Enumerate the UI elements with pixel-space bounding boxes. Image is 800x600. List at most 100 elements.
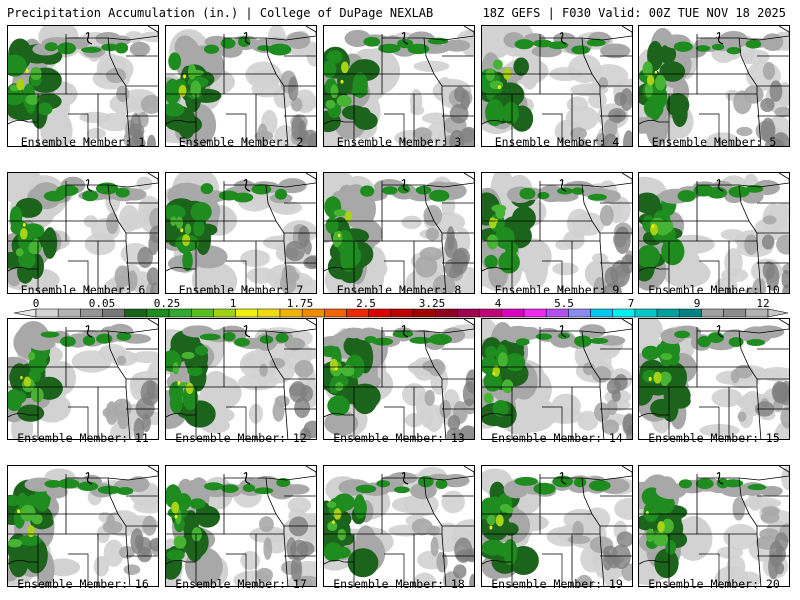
precipitation-field bbox=[8, 319, 158, 439]
colorbar-swatch bbox=[80, 308, 103, 318]
ensemble-member-map bbox=[165, 318, 317, 440]
ensemble-member-label: Ensemble Member: 13 bbox=[333, 431, 465, 445]
colorbar-swatch bbox=[412, 308, 436, 318]
colorbar-swatch bbox=[590, 308, 613, 318]
colorbar-tick-label: 9 bbox=[693, 297, 701, 310]
colorbar-swatch bbox=[213, 308, 236, 318]
colorbar-swatch bbox=[235, 308, 259, 318]
ensemble-member-label: Ensemble Member: 11 bbox=[17, 431, 149, 445]
precipitation-field bbox=[482, 26, 632, 146]
ensemble-member-label: Ensemble Member: 3 bbox=[336, 135, 462, 149]
colorbar-swatch bbox=[124, 308, 148, 318]
colorbar-tick-label: 4 bbox=[494, 297, 502, 310]
ensemble-member-map bbox=[638, 465, 790, 587]
ensemble-member-label: Ensemble Member: 14 bbox=[491, 431, 623, 445]
ensemble-member-label: Ensemble Member: 17 bbox=[175, 577, 307, 591]
map-title: Precipitation Accumulation (in.) | Colle… bbox=[7, 6, 434, 20]
precipitation-field bbox=[324, 26, 474, 146]
colorbar-swatch bbox=[102, 308, 125, 318]
colorbar-tick-label: 5.5 bbox=[554, 297, 574, 310]
colorbar-tick-label: 0.25 bbox=[153, 297, 181, 310]
colorbar-tick-label: 3.25 bbox=[418, 297, 446, 310]
precipitation-colorbar bbox=[13, 308, 789, 318]
precipitation-field bbox=[639, 26, 789, 146]
colorbar-tick-label: 2.5 bbox=[356, 297, 376, 310]
ensemble-member-map bbox=[165, 172, 317, 294]
precipitation-field bbox=[324, 466, 474, 586]
ensemble-member-map bbox=[638, 172, 790, 294]
ensemble-member-map bbox=[165, 465, 317, 587]
ensemble-member-label: Ensemble Member: 8 bbox=[336, 283, 462, 297]
ensemble-member-label: Ensemble Member: 20 bbox=[648, 577, 780, 591]
colorbar-swatch bbox=[479, 308, 503, 318]
ensemble-member-label: Ensemble Member: 10 bbox=[648, 283, 780, 297]
ensemble-member-label: Ensemble Member: 12 bbox=[175, 431, 307, 445]
colorbar-swatch bbox=[368, 308, 392, 318]
ensemble-member-label: Ensemble Member: 7 bbox=[178, 283, 304, 297]
ensemble-member-label: Ensemble Member: 9 bbox=[494, 283, 620, 297]
colorbar-swatch bbox=[723, 308, 747, 318]
precipitation-field bbox=[8, 466, 158, 586]
ensemble-member-map bbox=[481, 318, 633, 440]
colorbar-swatch bbox=[257, 308, 281, 318]
precipitation-field bbox=[8, 173, 158, 293]
ensemble-member-map bbox=[481, 172, 633, 294]
precipitation-field bbox=[482, 319, 632, 439]
colorbar-swatch bbox=[57, 308, 81, 318]
ensemble-member-label: Ensemble Member: 19 bbox=[491, 577, 623, 591]
precipitation-field bbox=[166, 466, 316, 586]
precipitation-field bbox=[482, 466, 632, 586]
colorbar-swatch bbox=[545, 308, 569, 318]
colorbar-swatch bbox=[324, 308, 347, 318]
ensemble-member-map bbox=[638, 318, 790, 440]
colorbar-swatch bbox=[612, 308, 636, 318]
colorbar-swatch bbox=[301, 308, 325, 318]
ensemble-member-label: Ensemble Member: 2 bbox=[178, 135, 304, 149]
colorbar-tick-label: 1 bbox=[229, 297, 237, 310]
colorbar-tick-label: 0 bbox=[32, 297, 40, 310]
ensemble-member-label: Ensemble Member: 4 bbox=[494, 135, 620, 149]
precipitation-field bbox=[482, 173, 632, 293]
ensemble-member-map bbox=[481, 25, 633, 147]
colorbar-swatch bbox=[346, 308, 369, 318]
colorbar-swatch bbox=[568, 308, 591, 318]
colorbar-swatch bbox=[457, 308, 480, 318]
precipitation-field bbox=[639, 466, 789, 586]
precipitation-field bbox=[8, 26, 158, 146]
colorbar-tick-label: 12 bbox=[756, 297, 770, 310]
precipitation-field bbox=[166, 319, 316, 439]
colorbar-swatch bbox=[168, 308, 192, 318]
colorbar-low-end bbox=[13, 308, 37, 318]
ensemble-member-label: Ensemble Member: 1 bbox=[20, 135, 146, 149]
colorbar-swatch bbox=[679, 308, 702, 318]
ensemble-member-label: Ensemble Member: 15 bbox=[648, 431, 780, 445]
ensemble-member-map bbox=[7, 25, 159, 147]
colorbar-swatch bbox=[146, 308, 170, 318]
ensemble-member-map bbox=[638, 25, 790, 147]
colorbar-swatch bbox=[634, 308, 658, 318]
precipitation-field bbox=[166, 173, 316, 293]
colorbar-swatch bbox=[191, 308, 214, 318]
ensemble-member-label: Ensemble Member: 16 bbox=[17, 577, 149, 591]
colorbar-swatch bbox=[35, 308, 59, 318]
ensemble-member-label: Ensemble Member: 6 bbox=[20, 283, 146, 297]
precipitation-field bbox=[324, 173, 474, 293]
ensemble-member-map bbox=[323, 465, 475, 587]
ensemble-member-map bbox=[323, 172, 475, 294]
ensemble-member-map bbox=[481, 465, 633, 587]
colorbar-swatch bbox=[656, 308, 680, 318]
ensemble-member-map bbox=[7, 172, 159, 294]
precipitation-field bbox=[324, 319, 474, 439]
colorbar-swatch bbox=[279, 308, 303, 318]
run-info: 18Z GEFS | F030 Valid: 00Z TUE NOV 18 20… bbox=[482, 6, 786, 20]
precipitation-field bbox=[166, 26, 316, 146]
colorbar-high-end bbox=[767, 308, 789, 318]
precipitation-field bbox=[639, 319, 789, 439]
colorbar-swatch bbox=[435, 308, 458, 318]
colorbar-swatch bbox=[523, 308, 547, 318]
colorbar-swatch bbox=[501, 308, 525, 318]
colorbar-tick-label: 7 bbox=[627, 297, 635, 310]
colorbar-swatch bbox=[390, 308, 414, 318]
colorbar-tick-label: 1.75 bbox=[286, 297, 314, 310]
colorbar-swatch bbox=[745, 308, 769, 318]
